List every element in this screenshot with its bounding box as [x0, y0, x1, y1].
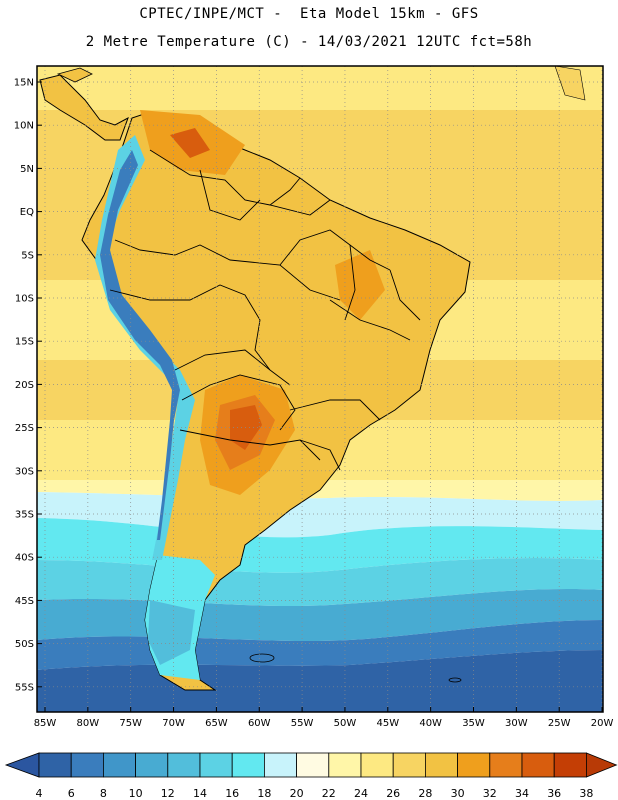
colorbar-swatch: [70, 752, 104, 778]
lon-label: 45W: [376, 718, 399, 729]
lon-label: 40W: [419, 718, 442, 729]
colorbar-swatch: [263, 752, 297, 778]
falkland-islands: [249, 653, 275, 663]
map-frame: [36, 65, 604, 713]
colorbar-swatch: [457, 752, 491, 778]
lon-label: 25W: [548, 718, 571, 729]
colorbar-swatch: [103, 752, 137, 778]
temperature-field: [37, 66, 603, 712]
band-north-warm: [37, 66, 603, 110]
colorbar-high-arrow: [586, 752, 618, 778]
colorbar-swatch: [231, 752, 265, 778]
lat-label: 40S: [15, 553, 34, 564]
colorbar-swatch: [135, 752, 169, 778]
lat-label: EQ: [20, 207, 34, 218]
map-subtitle: 2 Metre Temperature (C) - 14/03/2021 12U…: [85, 34, 533, 50]
lat-label: 5N: [20, 164, 34, 175]
colorbar-swatch: [360, 752, 394, 778]
lon-label: 70W: [162, 718, 185, 729]
lat-label: 30S: [15, 466, 34, 477]
lon-label: 80W: [77, 718, 100, 729]
colorbar-swatch: [489, 752, 523, 778]
colorbar-label: 10: [129, 787, 143, 800]
patagonia-cold: [148, 600, 195, 665]
colorbar-label: 20: [290, 787, 304, 800]
colorbar-labels: 4 6 8 10 12 14 16 18 20 22 24 26 28 30 32 34 36 38: [36, 787, 594, 800]
lon-label: 75W: [119, 718, 142, 729]
colorbar-label: 24: [354, 787, 368, 800]
colorbar-label: 36: [547, 787, 561, 800]
colorbar-label: 28: [418, 787, 432, 800]
hot-zone-northeast: [335, 250, 385, 320]
graticule: [37, 66, 603, 712]
lat-label: 15N: [14, 78, 34, 89]
colorbar-label: 22: [322, 787, 336, 800]
caribbean-islands: [56, 67, 93, 83]
longitude-labels: 85W 80W 75W 70W 65W 60W 55W 50W 45W 40W 35W 30W 25W 2…: [34, 718, 614, 729]
colorbar-label: 8: [100, 787, 107, 800]
colorbar-label: 6: [68, 787, 75, 800]
colorbar-label: 16: [225, 787, 239, 800]
colorbar-swatch: [392, 752, 426, 778]
colorbar-label: 38: [579, 787, 593, 800]
colorbar-label: 32: [483, 787, 497, 800]
colorbar: [4, 752, 618, 778]
lon-label: 60W: [248, 718, 271, 729]
colorbar-swatch: [167, 752, 201, 778]
lesser-antilles: [554, 66, 586, 101]
lat-label: 45S: [15, 596, 34, 607]
lat-label: 5S: [21, 250, 34, 261]
colorbar-label: 18: [257, 787, 271, 800]
colorbar-swatch: [521, 752, 555, 778]
country-borders: [109, 149, 421, 471]
lon-label: 55W: [291, 718, 314, 729]
colorbar-swatch: [199, 752, 233, 778]
lat-label: 15S: [15, 337, 34, 348]
lon-label: 30W: [505, 718, 528, 729]
colorbar-label: 26: [386, 787, 400, 800]
colorbar-swatch: [424, 752, 458, 778]
lat-label: 25S: [15, 423, 34, 434]
map-title: CPTEC/INPE/MCT - Eta Model 15km - GFS: [139, 6, 479, 22]
lon-label: 65W: [205, 718, 228, 729]
lat-label: 50S: [15, 639, 34, 650]
colorbar-low-arrow: [4, 752, 40, 778]
lat-label: 55S: [15, 682, 34, 693]
lat-label: 20S: [15, 380, 34, 391]
colorbar-label: 4: [36, 787, 43, 800]
colorbar-swatch: [38, 752, 72, 778]
lon-label: 85W: [34, 718, 57, 729]
colorbar-swatch: [296, 752, 330, 778]
colorbar-swatch: [553, 752, 587, 778]
colorbar-label: 30: [451, 787, 465, 800]
hottest-zone-venezuela: [170, 128, 210, 158]
colorbar-swatch: [328, 752, 362, 778]
lon-label: 20W: [591, 718, 614, 729]
lat-label: 10N: [14, 121, 34, 132]
andes-coldest-core: [100, 150, 180, 540]
lat-label: 35S: [15, 510, 34, 521]
south-georgia-island: [448, 677, 462, 683]
colorbar-label: 34: [515, 787, 529, 800]
lon-label: 35W: [462, 718, 485, 729]
lon-label: 50W: [334, 718, 357, 729]
central-america: [39, 74, 129, 141]
latitude-labels: 15N 10N 5N EQ 5S 10S 15S 20S 25S 30S 35S 40S 45S 50S 5…: [14, 78, 34, 694]
colorbar-label: 12: [161, 787, 175, 800]
lat-label: 10S: [15, 294, 34, 305]
colorbar-label: 14: [193, 787, 207, 800]
